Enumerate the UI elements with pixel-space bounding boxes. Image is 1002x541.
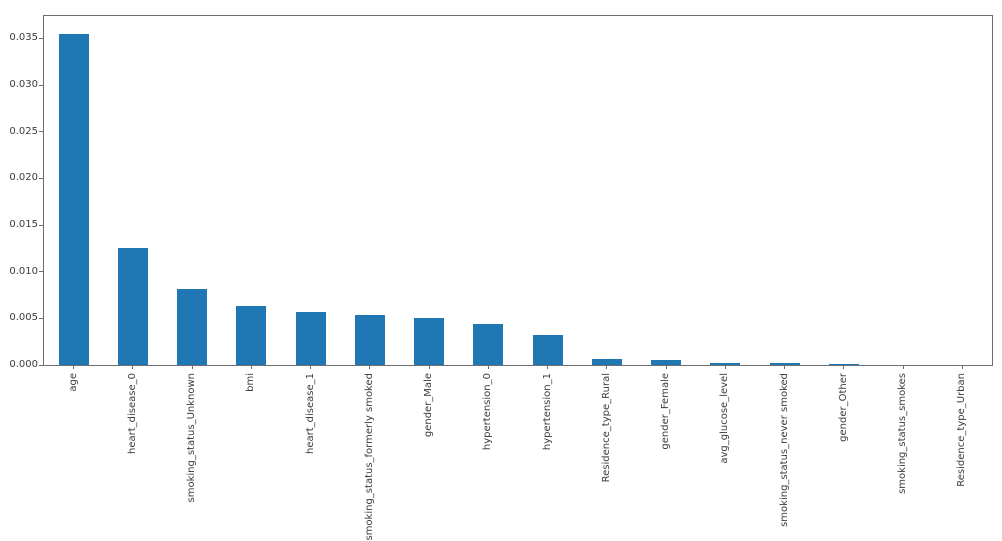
bar-residence-type-rural	[591, 359, 622, 365]
bar-bmi	[236, 306, 267, 365]
x-tick-mark	[310, 365, 312, 369]
y-tick-label: 0.000	[9, 359, 38, 370]
y-tick-label: 0.020	[9, 172, 38, 184]
x-tick-mark	[132, 365, 134, 369]
x-tick-label: gender_Female	[660, 373, 672, 450]
x-tick-label: smoking_status_smokes	[897, 373, 909, 494]
x-tick-label: smoking_status_formerly smoked	[363, 373, 375, 541]
x-tick-label: age	[67, 373, 79, 392]
x-tick-label: hypertension_0	[482, 373, 494, 451]
x-tick-label: heart_disease_1	[304, 373, 316, 454]
x-tick-mark	[784, 365, 786, 369]
y-tick-mark	[39, 364, 43, 366]
bar-avg-glucose-level	[710, 363, 741, 365]
bar-hypertension-0	[473, 324, 504, 365]
bar-smoking-status-never-smoked	[769, 363, 800, 365]
bar-gender-other	[828, 364, 859, 365]
x-tick-label: bmi	[245, 373, 257, 392]
x-tick-mark	[961, 365, 963, 369]
y-tick-label: 0.005	[9, 312, 38, 324]
y-tick-label: 0.015	[9, 219, 38, 231]
y-tick-label: 0.030	[9, 79, 38, 91]
x-tick-mark	[843, 365, 845, 369]
bar-gender-male	[414, 318, 445, 365]
y-tick-label: 0.025	[9, 125, 38, 137]
y-tick-label: 0.010	[9, 265, 38, 277]
y-tick-label: 0.035	[9, 32, 38, 44]
x-tick-mark	[369, 365, 371, 369]
y-tick-mark	[39, 224, 43, 226]
x-tick-label: avg_glucose_level	[719, 373, 731, 464]
x-tick-mark	[547, 365, 549, 369]
x-tick-label: smoking_status_never smoked	[778, 373, 790, 527]
bar-chart-figure: 0.000 0.005 0.010 0.015 0.020 0.025 0.030 0.035…	[9, 15, 993, 541]
x-tick-label: gender_Other	[837, 373, 849, 442]
x-tick-label: smoking_status_Unknown	[186, 373, 198, 503]
x-tick-mark	[428, 365, 430, 369]
y-tick-mark	[39, 177, 43, 179]
y-tick-mark	[39, 317, 43, 319]
x-tick-label: Residence_type_Rural	[600, 373, 612, 483]
bar-smoking-status-unknown	[177, 289, 208, 365]
x-tick-mark	[665, 365, 667, 369]
x-tick-mark	[724, 365, 726, 369]
x-tick-mark	[191, 365, 193, 369]
x-tick-label: hypertension_1	[541, 373, 553, 451]
bar-hypertension-1	[532, 335, 563, 365]
y-tick-mark	[39, 271, 43, 273]
y-tick-mark	[39, 84, 43, 86]
x-tick-mark	[250, 365, 252, 369]
bar-gender-female	[651, 360, 682, 365]
plot-area: 0.000 0.005 0.010 0.015 0.020 0.025 0.030 0.035…	[9, 15, 993, 541]
x-tick-mark	[902, 365, 904, 369]
x-tick-label: gender_Male	[423, 373, 435, 438]
x-tick-mark	[606, 365, 608, 369]
y-tick-mark	[39, 131, 43, 133]
bar-smoking-status-formerly-smoked	[354, 315, 385, 365]
x-tick-mark	[73, 365, 75, 369]
bar-age	[58, 34, 89, 365]
y-tick-mark	[39, 37, 43, 39]
x-tick-mark	[487, 365, 489, 369]
bar-heart-disease-1	[295, 312, 326, 365]
x-tick-label: heart_disease_0	[126, 373, 138, 454]
x-tick-label: Residence_type_Urban	[956, 373, 968, 487]
bar-heart-disease-0	[117, 248, 148, 365]
